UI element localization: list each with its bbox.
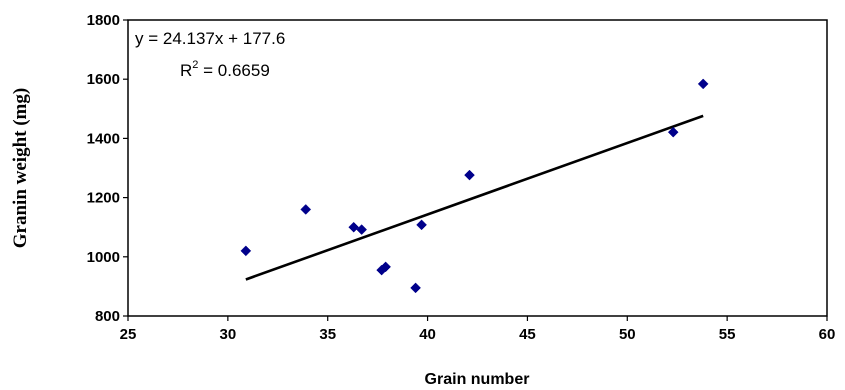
y-tick-label: 1000 — [87, 249, 120, 266]
data-point — [240, 245, 252, 257]
trendline — [245, 114, 704, 281]
y-tick-label: 1600 — [87, 71, 120, 88]
trendline-equation: y = 24.137x + 177.6 — [135, 29, 285, 48]
y-tick-label: 800 — [95, 308, 120, 325]
trendline-group — [245, 114, 704, 281]
data-point — [356, 224, 368, 235]
x-tick-label: 40 — [419, 326, 436, 343]
data-point — [410, 282, 421, 294]
y-axis: 800 1000 1200 1400 1600 1800 — [87, 12, 128, 325]
y-tick-label: 1400 — [87, 130, 120, 147]
x-tick-label: 45 — [519, 326, 536, 343]
x-tick-label: 35 — [319, 326, 336, 343]
r-squared-label: R2 = 0.6659 — [180, 59, 270, 80]
x-axis-label: Grain number — [425, 371, 530, 388]
data-points — [240, 78, 709, 294]
x-tick-label: 50 — [619, 326, 636, 343]
x-tick-label: 55 — [719, 326, 736, 343]
y-tick-label: 1200 — [87, 190, 120, 207]
data-point — [300, 204, 312, 215]
data-point — [464, 169, 475, 181]
data-point — [697, 78, 709, 90]
y-tick-label: 1800 — [87, 12, 120, 29]
x-tick-label: 60 — [819, 326, 836, 343]
data-point — [348, 221, 360, 233]
x-tick-label: 25 — [120, 326, 137, 343]
data-point — [667, 126, 679, 138]
plot-area — [127, 19, 828, 317]
x-axis: 25 30 35 40 45 50 55 60 — [120, 316, 836, 343]
data-point — [416, 219, 427, 231]
y-axis-label: Granin weight (mg) — [10, 88, 31, 248]
data-point — [380, 261, 391, 273]
x-tick-label: 30 — [220, 326, 237, 343]
